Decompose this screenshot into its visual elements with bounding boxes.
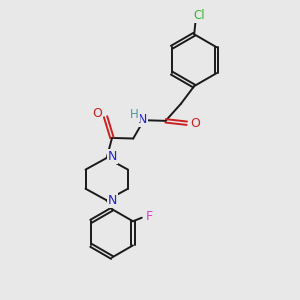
Text: O: O [92, 107, 102, 120]
Text: Cl: Cl [194, 9, 205, 22]
Text: N: N [108, 194, 117, 207]
Text: N: N [138, 113, 147, 126]
Text: O: O [191, 117, 201, 130]
Text: F: F [146, 210, 153, 223]
Text: H: H [130, 108, 139, 121]
Text: N: N [108, 150, 117, 163]
